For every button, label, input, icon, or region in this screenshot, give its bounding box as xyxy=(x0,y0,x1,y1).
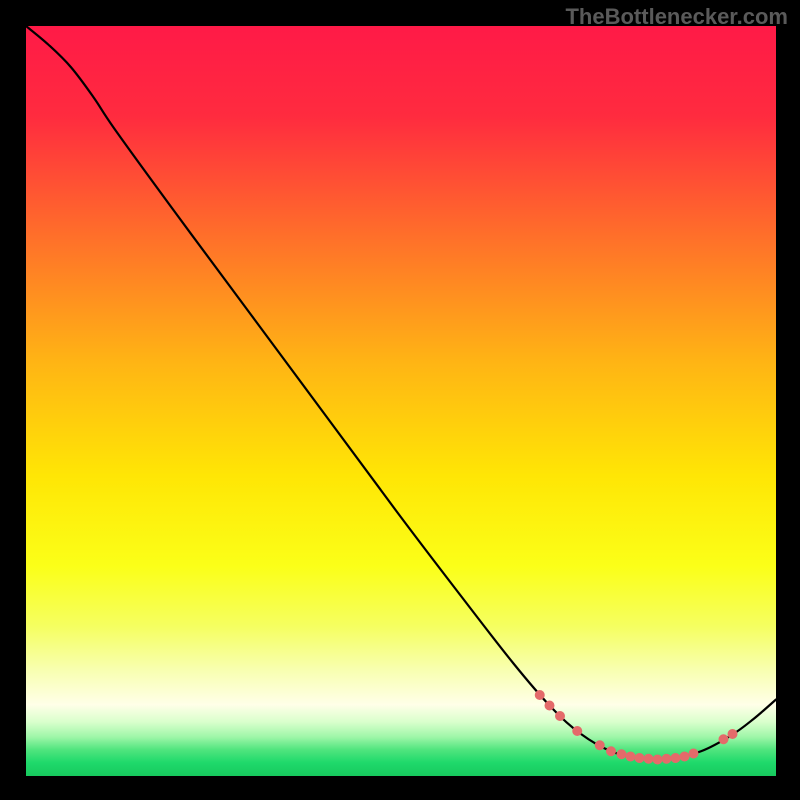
curve-marker xyxy=(573,727,582,736)
curve-marker xyxy=(607,747,616,756)
curve-marker xyxy=(680,752,689,761)
curve-marker xyxy=(635,754,644,763)
bottleneck-chart xyxy=(0,0,800,800)
curve-marker xyxy=(644,754,653,763)
curve-marker xyxy=(662,754,671,763)
curve-marker xyxy=(653,755,662,764)
chart-container: TheBottlenecker.com xyxy=(0,0,800,800)
curve-marker xyxy=(626,752,635,761)
curve-marker xyxy=(556,712,565,721)
plot-gradient-background xyxy=(26,26,776,776)
curve-marker xyxy=(617,750,626,759)
curve-marker xyxy=(545,701,554,710)
curve-marker xyxy=(728,730,737,739)
curve-marker xyxy=(689,749,698,758)
curve-marker xyxy=(595,741,604,750)
curve-marker xyxy=(535,691,544,700)
watermark-text: TheBottlenecker.com xyxy=(565,4,788,30)
curve-marker xyxy=(671,754,680,763)
curve-marker xyxy=(719,735,728,744)
